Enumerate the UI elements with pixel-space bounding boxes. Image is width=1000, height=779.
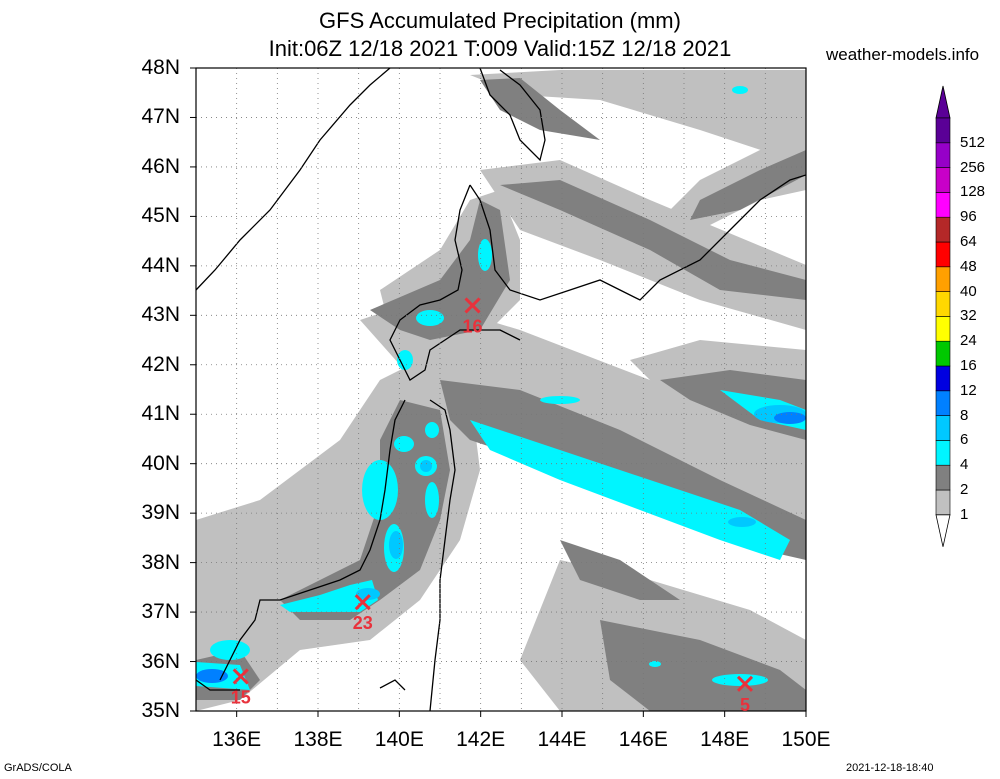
colorbar-swatch [935,192,951,218]
colorbar-level-label: 16 [960,357,977,374]
lat-label: 39N [141,501,180,525]
coastlines [196,68,806,711]
colorbar-swatch [935,365,951,392]
marker-cross [736,675,754,692]
lon-label: 138E [293,728,343,751]
colorbar-swatch [935,241,951,268]
map-title: GFS Accumulated Precipitation (mm) [319,8,681,33]
colorbar-level-label: 1 [960,505,969,523]
gridlines [196,68,806,711]
lon-label: 144E [537,728,587,751]
colorbar-level-label: 128 [960,183,986,201]
lat-label: 45N [141,204,180,228]
lat-label: 38N [141,550,180,574]
marker-cross [464,297,481,314]
axis-ticks [190,67,807,717]
colorbar-top-arrow [935,85,951,119]
lat-label: 48N [141,56,180,79]
lat-label: 47N [141,105,180,129]
lon-label: 150E [781,728,831,751]
colorbar-swatch [935,415,951,441]
colorbar-level-label: 32 [960,307,977,325]
colorbar-level-label: 6 [960,431,969,449]
timestamp: 2021-12-18-18:40 [846,762,934,774]
colorbar-level-label: 512 [960,133,986,151]
lon-label: 146E [618,728,668,751]
plot-frame [195,67,807,712]
credit-text: GrADS/COLA [4,762,72,774]
colorbar-level-label: 2 [960,481,969,498]
max-marker: 15 [231,668,251,707]
colorbar-level-label: 12 [960,381,977,399]
colorbar-level-label: 96 [960,208,977,226]
colorbar-swatch [935,142,951,168]
site-name: weather-models.info [826,45,980,64]
colorbar [935,85,951,547]
lat-label: 36N [141,649,180,673]
colorbar-swatch [935,390,951,416]
colorbar-level-label: 4 [960,456,969,474]
lon-label: 136E [212,728,262,751]
colorbar-level-label: 40 [960,282,977,300]
colorbar-swatch [935,167,951,193]
max-marker: 5 [736,675,754,715]
max-markers: 16 23 15 5 [231,297,754,715]
marker-value: 5 [740,695,750,715]
colorbar-level-label: 48 [960,257,977,275]
map-subtitle: Init:06Z 12/18 2021 T:009 Valid:15Z 12/1… [268,36,732,61]
lat-label: 41N [141,402,180,426]
max-marker: 16 [463,297,483,336]
lat-label: 46N [141,154,180,178]
lat-label: 40N [141,451,180,475]
lon-label: 140E [374,728,424,751]
colorbar-swatch [935,464,951,491]
colorbar-level-label: 64 [960,233,977,250]
lon-label: 148E [700,728,750,751]
lat-label: 35N [141,699,180,722]
max-marker: 23 [353,594,373,633]
lat-label: 37N [141,600,180,624]
marker-value: 16 [463,316,483,336]
colorbar-swatch [935,291,951,317]
colorbar-swatch [935,316,951,342]
precipitation-field [196,68,806,711]
marker-value: 23 [353,613,373,633]
colorbar-swatch [935,216,951,243]
colorbar-swatch [935,266,951,292]
colorbar-swatch [935,340,951,367]
lat-label: 43N [141,303,180,327]
lat-label: 42N [141,352,180,376]
colorbar-swatch [935,489,951,516]
colorbar-swatch [935,440,951,466]
colorbar-level-label: 24 [960,332,977,350]
lat-label: 44N [141,253,180,277]
colorbar-level-label: 8 [960,406,969,424]
colorbar-level-label: 256 [960,158,986,176]
colorbar-bottom-arrow [935,514,951,547]
lon-label: 142E [456,728,506,751]
marker-cross [354,594,371,611]
colorbar-swatch [935,117,951,144]
marker-value: 15 [231,687,251,707]
marker-cross [232,668,249,685]
